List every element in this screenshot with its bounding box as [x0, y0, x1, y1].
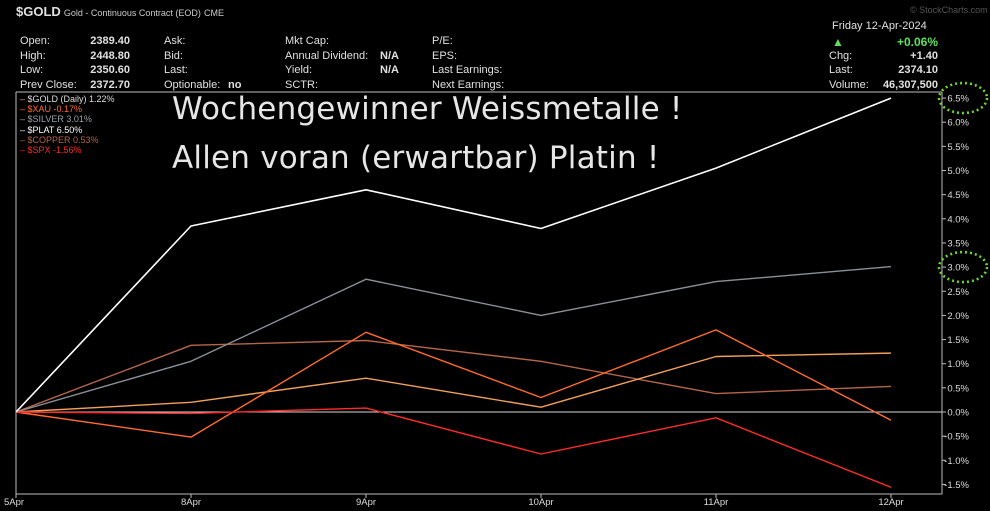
instrument-name: Gold - Continuous Contract (EOD)	[63, 8, 201, 18]
series-line-copper	[15, 339, 892, 413]
legend-gold: – $GOLD (Daily) 1.22%	[20, 94, 115, 104]
y-tick-label: 1.5%	[947, 335, 969, 346]
watermark: © StockCharts.com	[910, 5, 988, 15]
highlight-circle	[937, 81, 989, 115]
y-tick-label: 3.5%	[947, 238, 969, 249]
x-tick-label: 10Apr	[528, 497, 553, 508]
x-tick-label: 11Apr	[704, 497, 729, 508]
volume-value: 46,307,500	[882, 79, 938, 91]
y-tick-label: 4.0%	[947, 214, 969, 225]
y-tick-label: 5.5%	[947, 142, 969, 153]
highlight-circle	[937, 250, 989, 284]
last-right-value: 2374.10	[898, 64, 938, 76]
last-earnings-label: Last Earnings:	[432, 64, 503, 76]
chart-axes: -1.5% -1.0% -0.5% 0.0% 0.5% 1.0% 1.5% 2.0% 2.5% 3…	[4, 91, 970, 508]
yield-value: N/A	[380, 64, 399, 76]
bid-label: Bid:	[164, 50, 183, 62]
y-tick-label: -1.5%	[944, 480, 969, 491]
date: Friday 12-Apr-2024	[832, 20, 927, 32]
last-right-label: Last:	[829, 64, 853, 76]
high-label: High:	[20, 50, 46, 62]
x-tick-label: 5Apr	[4, 497, 24, 508]
symbol: $GOLD	[16, 4, 61, 19]
y-tick-label: 0.5%	[947, 383, 969, 394]
volume-label: Volume:	[829, 79, 869, 91]
series-line-plat	[15, 97, 892, 413]
yield-label: Yield:	[285, 64, 313, 76]
legend-xau: – $XAU -0.17%	[20, 104, 83, 115]
y-tick-label: 4.5%	[947, 190, 969, 201]
pe-label: P/E:	[432, 35, 453, 47]
optionable-value: no	[228, 79, 242, 91]
mktcap-label: Mkt Cap:	[285, 35, 330, 47]
series-line-silver	[15, 265, 892, 413]
y-tick-label: 3.0%	[947, 263, 969, 274]
legend-silver: – $SILVER 3.01%	[20, 114, 92, 125]
x-tick-label: 12Apr	[878, 497, 903, 508]
y-tick-label: 5.0%	[947, 166, 969, 177]
y-tick-label: -0.5%	[944, 432, 969, 443]
y-tick-label: 1.0%	[947, 359, 969, 370]
series-lines	[15, 97, 892, 488]
dividend-value: N/A	[380, 50, 399, 62]
series-line-gold	[15, 352, 892, 413]
optionable-label: Optionable:	[164, 79, 221, 91]
sctr-label: SCTR:	[285, 79, 318, 91]
open-label: Open:	[20, 35, 50, 47]
eps-label: EPS:	[432, 50, 458, 62]
legend: – $GOLD (Daily) 1.22% – $XAU -0.17% – $S…	[20, 94, 115, 155]
next-earnings-label: Next Earnings:	[432, 79, 505, 91]
high-value: 2448.80	[90, 50, 130, 62]
exchange: CME	[203, 8, 224, 18]
annotation-line-2: Allen voran (erwartbar) Platin !	[172, 140, 660, 176]
prevclose-value: 2372.70	[90, 79, 130, 91]
x-tick-label: 9Apr	[356, 497, 376, 508]
y-tick-label: -1.0%	[944, 456, 969, 467]
series-line-xau	[15, 329, 892, 438]
ask-label: Ask:	[164, 35, 186, 47]
y-tick-label: 0.0%	[947, 408, 969, 419]
chg-label: Chg:	[829, 50, 853, 62]
last-label: Last:	[164, 64, 188, 76]
annotation-line-1: Wochengewinner Weissmetalle !	[172, 91, 683, 127]
low-label: Low:	[20, 64, 44, 76]
up-arrow-icon: ▲	[832, 35, 844, 49]
legend-spx: – $SPX -1.56%	[20, 145, 82, 156]
open-value: 2389.40	[90, 35, 130, 47]
x-tick-label: 8Apr	[181, 497, 201, 508]
series-line-spx	[15, 407, 892, 488]
low-value: 2350.60	[90, 64, 130, 76]
dividend-label: Annual Dividend:	[285, 50, 369, 62]
y-tick-label: 2.0%	[947, 311, 969, 322]
chg-value: +1.40	[910, 50, 938, 62]
legend-plat: – $PLAT 6.50%	[20, 124, 83, 135]
header-title: $GOLD Gold - Continuous Contract (EOD) C…	[16, 4, 224, 19]
highlight-circles	[937, 81, 989, 284]
y-tick-label: 6.0%	[947, 118, 969, 129]
y-tick-label: 6.5%	[947, 94, 969, 105]
prevclose-label: Prev Close:	[20, 79, 77, 91]
y-tick-label: 2.5%	[947, 287, 969, 298]
legend-copper: – $COPPER 0.53%	[20, 134, 99, 145]
change-percent: +0.06%	[896, 35, 938, 49]
